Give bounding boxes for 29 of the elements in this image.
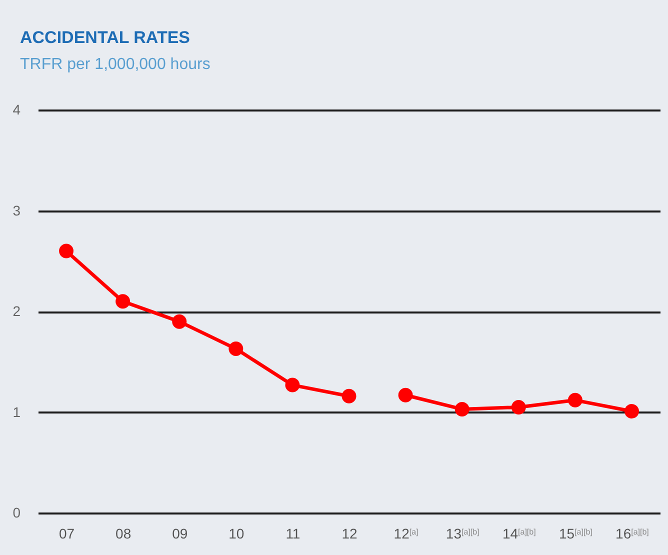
x-tick-label: 12$^{[a]}$: [394, 526, 418, 542]
point: [172, 314, 187, 329]
point: [285, 378, 300, 392]
x-tick-label: 10: [228, 526, 244, 542]
x-tick-label: 16$^{[a][b]}$: [616, 526, 649, 542]
x-tick-label: 12: [342, 526, 358, 542]
x-tick-label: 11: [286, 526, 300, 542]
x-tick-label: 13$^{[a][b]}$: [446, 526, 480, 542]
point: [624, 404, 639, 418]
x-tick-label: 08: [116, 526, 132, 542]
x-tick-label: 07: [58, 526, 75, 542]
point: [59, 244, 74, 258]
point: [116, 294, 130, 309]
x-tick-label: 14$^{[a][b]}$: [502, 526, 536, 542]
chart-subtitle: TRFR per 1,000,000 hours: [20, 56, 210, 73]
y-tick-label: 3: [12, 202, 21, 218]
x-tick-label: 09: [172, 526, 188, 542]
point: [342, 388, 356, 404]
chart-title: ACCIDENTAL RATES: [20, 28, 190, 47]
point: [511, 400, 526, 414]
point: [454, 402, 470, 416]
y-tick-label: 2: [12, 303, 21, 319]
point: [228, 342, 244, 356]
point: [568, 392, 582, 408]
y-tick-label: 1: [12, 404, 21, 420]
y-tick-label: 4: [12, 102, 21, 118]
x-tick-label: 15$^{[a][b]}$: [558, 526, 592, 542]
point: [398, 388, 413, 402]
y-tick-label: 0: [12, 504, 21, 520]
